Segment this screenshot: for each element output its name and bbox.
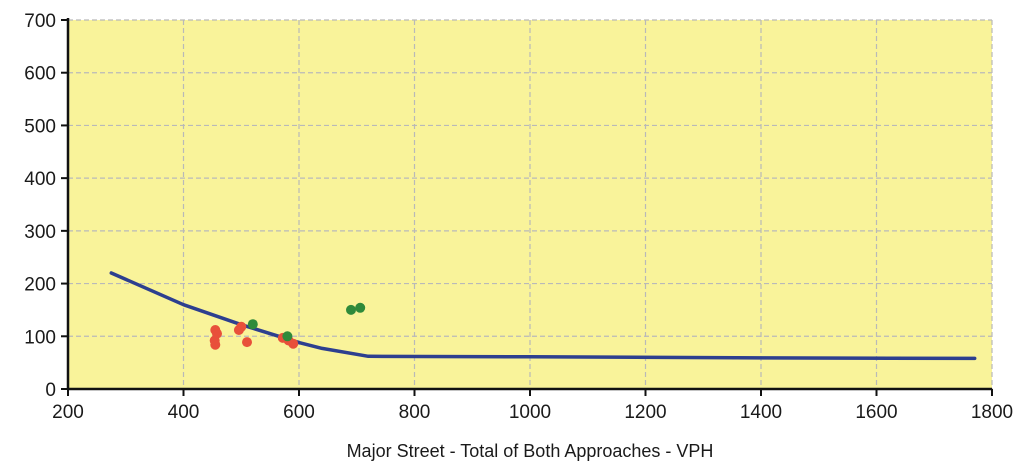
y-tick-label-600: 600: [24, 64, 56, 85]
x-tick-label-1200: 1200: [624, 402, 666, 423]
threshold-curve: [109, 271, 977, 361]
data-point-10: [247, 319, 258, 330]
data-point-9: [288, 338, 299, 349]
y-tick-label-300: 300: [24, 222, 56, 243]
y-tick-label-500: 500: [24, 116, 56, 137]
x-tick-label-800: 800: [399, 402, 431, 423]
y-tick-label-0: 0: [45, 380, 56, 401]
y-tick-label-200: 200: [24, 275, 56, 296]
data-point-3: [210, 339, 221, 350]
x-axis-title: Major Street - Total of Both Approaches …: [347, 441, 714, 461]
gridlines: [68, 19, 993, 389]
data-point-11: [282, 331, 293, 342]
x-tick-label-400: 400: [168, 402, 200, 423]
y-tick-label-700: 700: [24, 11, 56, 32]
x-tick-label-600: 600: [283, 402, 315, 423]
data-point-5: [236, 321, 247, 332]
axes: [61, 18, 993, 396]
data-point-6: [242, 337, 252, 348]
x-tick-label-1800: 1800: [971, 402, 1013, 423]
x-tick-label-1600: 1600: [855, 402, 897, 423]
y-tick-label-100: 100: [24, 327, 56, 348]
x-axis-tick-labels: 200 400 600 800 1000 1200 1400 1600 1800: [52, 402, 1013, 423]
x-tick-label-1000: 1000: [509, 402, 551, 423]
data-points-group: [209, 302, 366, 350]
data-point-12: [346, 304, 356, 315]
data-point-13: [355, 302, 366, 313]
threshold-curve-group: [109, 271, 977, 361]
y-axis-tick-labels: 0 100 200 300 400 500 600 700: [24, 11, 56, 401]
y-tick-label-400: 400: [24, 169, 56, 190]
x-tick-label-200: 200: [52, 402, 84, 423]
x-tick-label-1400: 1400: [740, 402, 782, 423]
